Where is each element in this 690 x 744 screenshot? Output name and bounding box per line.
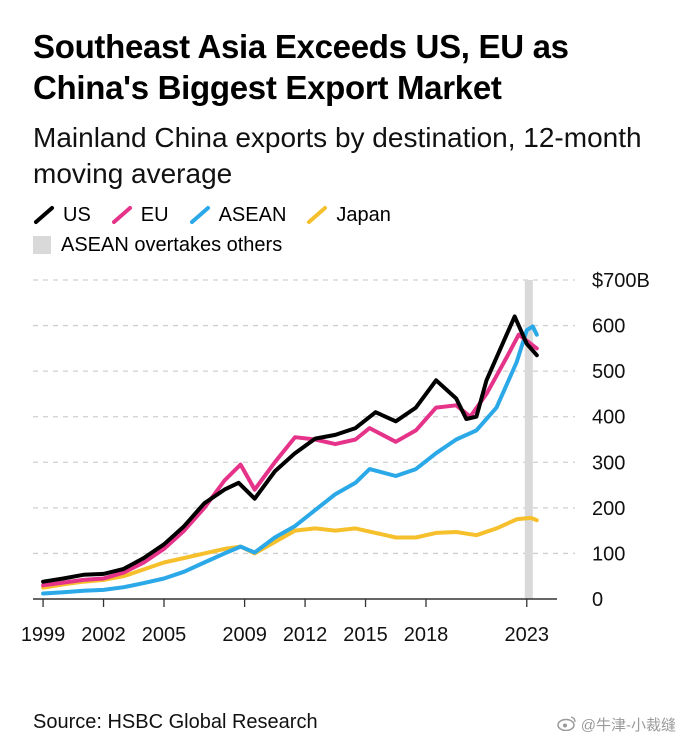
legend-swatch-asean (189, 206, 210, 224)
y-tick-label: $700B (592, 270, 650, 292)
legend-label: Japan (336, 204, 391, 226)
legend-item-japan: Japan (306, 201, 391, 229)
x-tick-label: 2002 (81, 624, 126, 646)
legend-label: EU (140, 204, 169, 226)
series-line-asean (41, 324, 539, 596)
shaded-region (524, 280, 533, 599)
legend-swatch-eu (111, 206, 132, 224)
chart-subtitle: Mainland China exports by destination, 1… (33, 122, 642, 189)
y-tick-label: 200 (592, 498, 625, 520)
y-tick-label: 100 (592, 543, 625, 565)
y-tick-label: 400 (592, 407, 625, 429)
x-tick-label: 1999 (21, 624, 66, 646)
y-tick-label: 600 (592, 316, 625, 338)
x-tick-label: 2015 (343, 624, 388, 646)
legend-series-row: US EU ASEAN Japan (33, 200, 673, 230)
x-tick-label: 2018 (404, 624, 449, 646)
y-tick-label: 0 (592, 589, 603, 611)
x-tick-label: 2023 (505, 624, 550, 646)
legend-shade-swatch (33, 236, 51, 254)
watermark-text: @牛津-小裁缝 (580, 717, 676, 734)
legend-label: US (63, 204, 91, 226)
watermark: @牛津-小裁缝 (557, 714, 676, 735)
legend-shade-row: ASEAN overtakes others (33, 230, 673, 260)
y-tick-label: 300 (592, 452, 625, 474)
x-tick-label: 2009 (222, 624, 267, 646)
legend-swatch-us (34, 206, 54, 224)
x-tick-label: 2005 (142, 624, 187, 646)
legend-item-asean: ASEAN (189, 201, 287, 229)
line-chart: 0 100 200 300 400 500 600 $700B 1999 2002 2005 2009… (21, 270, 650, 646)
legend-item-eu: EU (111, 201, 169, 229)
legend-shade-label: ASEAN overtakes others (61, 234, 283, 256)
legend: US EU ASEAN Japan ASEAN overtakes others (33, 200, 673, 260)
series-line-us (41, 314, 539, 584)
legend-label: ASEAN (218, 204, 287, 226)
series-line-japan (41, 515, 539, 590)
chart-title: Southeast Asia Exceeds US, EU as China's… (33, 28, 569, 106)
x-tick-label: 2012 (283, 624, 328, 646)
legend-swatch-japan (307, 206, 328, 224)
weibo-icon (557, 715, 577, 735)
source-note: Source: HSBC Global Research (33, 711, 318, 733)
legend-item-us: US (33, 201, 91, 229)
y-tick-label: 500 (592, 361, 625, 383)
